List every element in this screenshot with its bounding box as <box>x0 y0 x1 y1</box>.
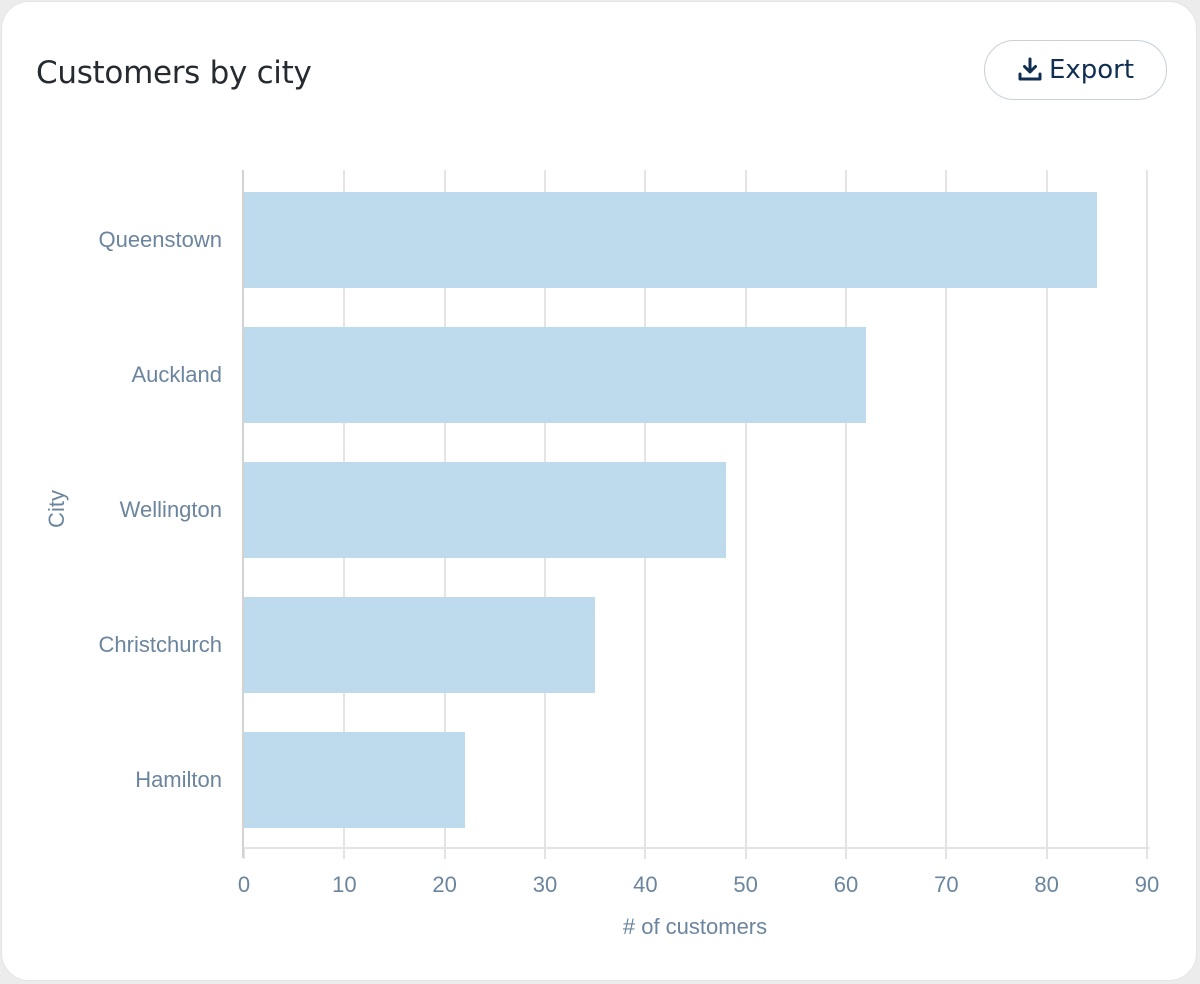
x-axis-tick <box>945 849 948 859</box>
bar-wellington[interactable] <box>244 461 726 558</box>
x-axis-title: # of customers <box>622 914 768 939</box>
x-tick-label: 70 <box>934 872 959 897</box>
x-axis-tick <box>1045 849 1048 859</box>
x-tick-label: 60 <box>833 872 859 897</box>
x-tick-label: 80 <box>1034 872 1059 897</box>
x-axis-tick <box>243 849 245 859</box>
x-tick-label: 90 <box>1134 872 1160 897</box>
bar-auckland[interactable] <box>244 326 867 423</box>
y-category-label: Hamilton <box>135 766 222 792</box>
export-button[interactable]: Export <box>984 40 1167 100</box>
gridline <box>845 170 847 848</box>
gridline <box>1146 170 1148 848</box>
gridline <box>945 170 948 848</box>
x-tick-label: 50 <box>733 872 758 897</box>
x-axis-tick <box>443 849 446 859</box>
y-category-label: Christchurch <box>98 631 222 657</box>
y-category-label: Wellington <box>119 496 222 522</box>
x-axis-tick <box>845 849 847 859</box>
x-axis-tick <box>343 849 346 859</box>
gridline <box>744 170 747 848</box>
bar-queenstown[interactable] <box>244 191 1097 288</box>
x-axis-tick <box>644 849 647 859</box>
export-button-label: Export <box>1048 55 1135 85</box>
y-category-label: Auckland <box>131 361 222 387</box>
x-tick-label: 30 <box>532 872 558 897</box>
x-axis-line <box>242 847 1149 849</box>
x-tick-label: 20 <box>432 872 457 897</box>
y-axis-line <box>242 170 244 858</box>
x-axis-tick <box>1146 849 1148 859</box>
x-tick-label: 0 <box>237 872 251 897</box>
bar-hamilton[interactable] <box>244 731 465 828</box>
gridline <box>1045 170 1048 848</box>
y-axis-title: City <box>44 490 69 528</box>
x-axis-tick <box>544 849 546 859</box>
download-icon <box>1017 57 1043 83</box>
x-tick-label: 40 <box>633 872 658 897</box>
bar-christchurch[interactable] <box>244 596 596 693</box>
card-title: Customers by city <box>36 55 312 91</box>
y-category-label: Queenstown <box>98 226 222 252</box>
x-tick-label: 10 <box>332 872 357 897</box>
x-axis-tick <box>744 849 747 859</box>
